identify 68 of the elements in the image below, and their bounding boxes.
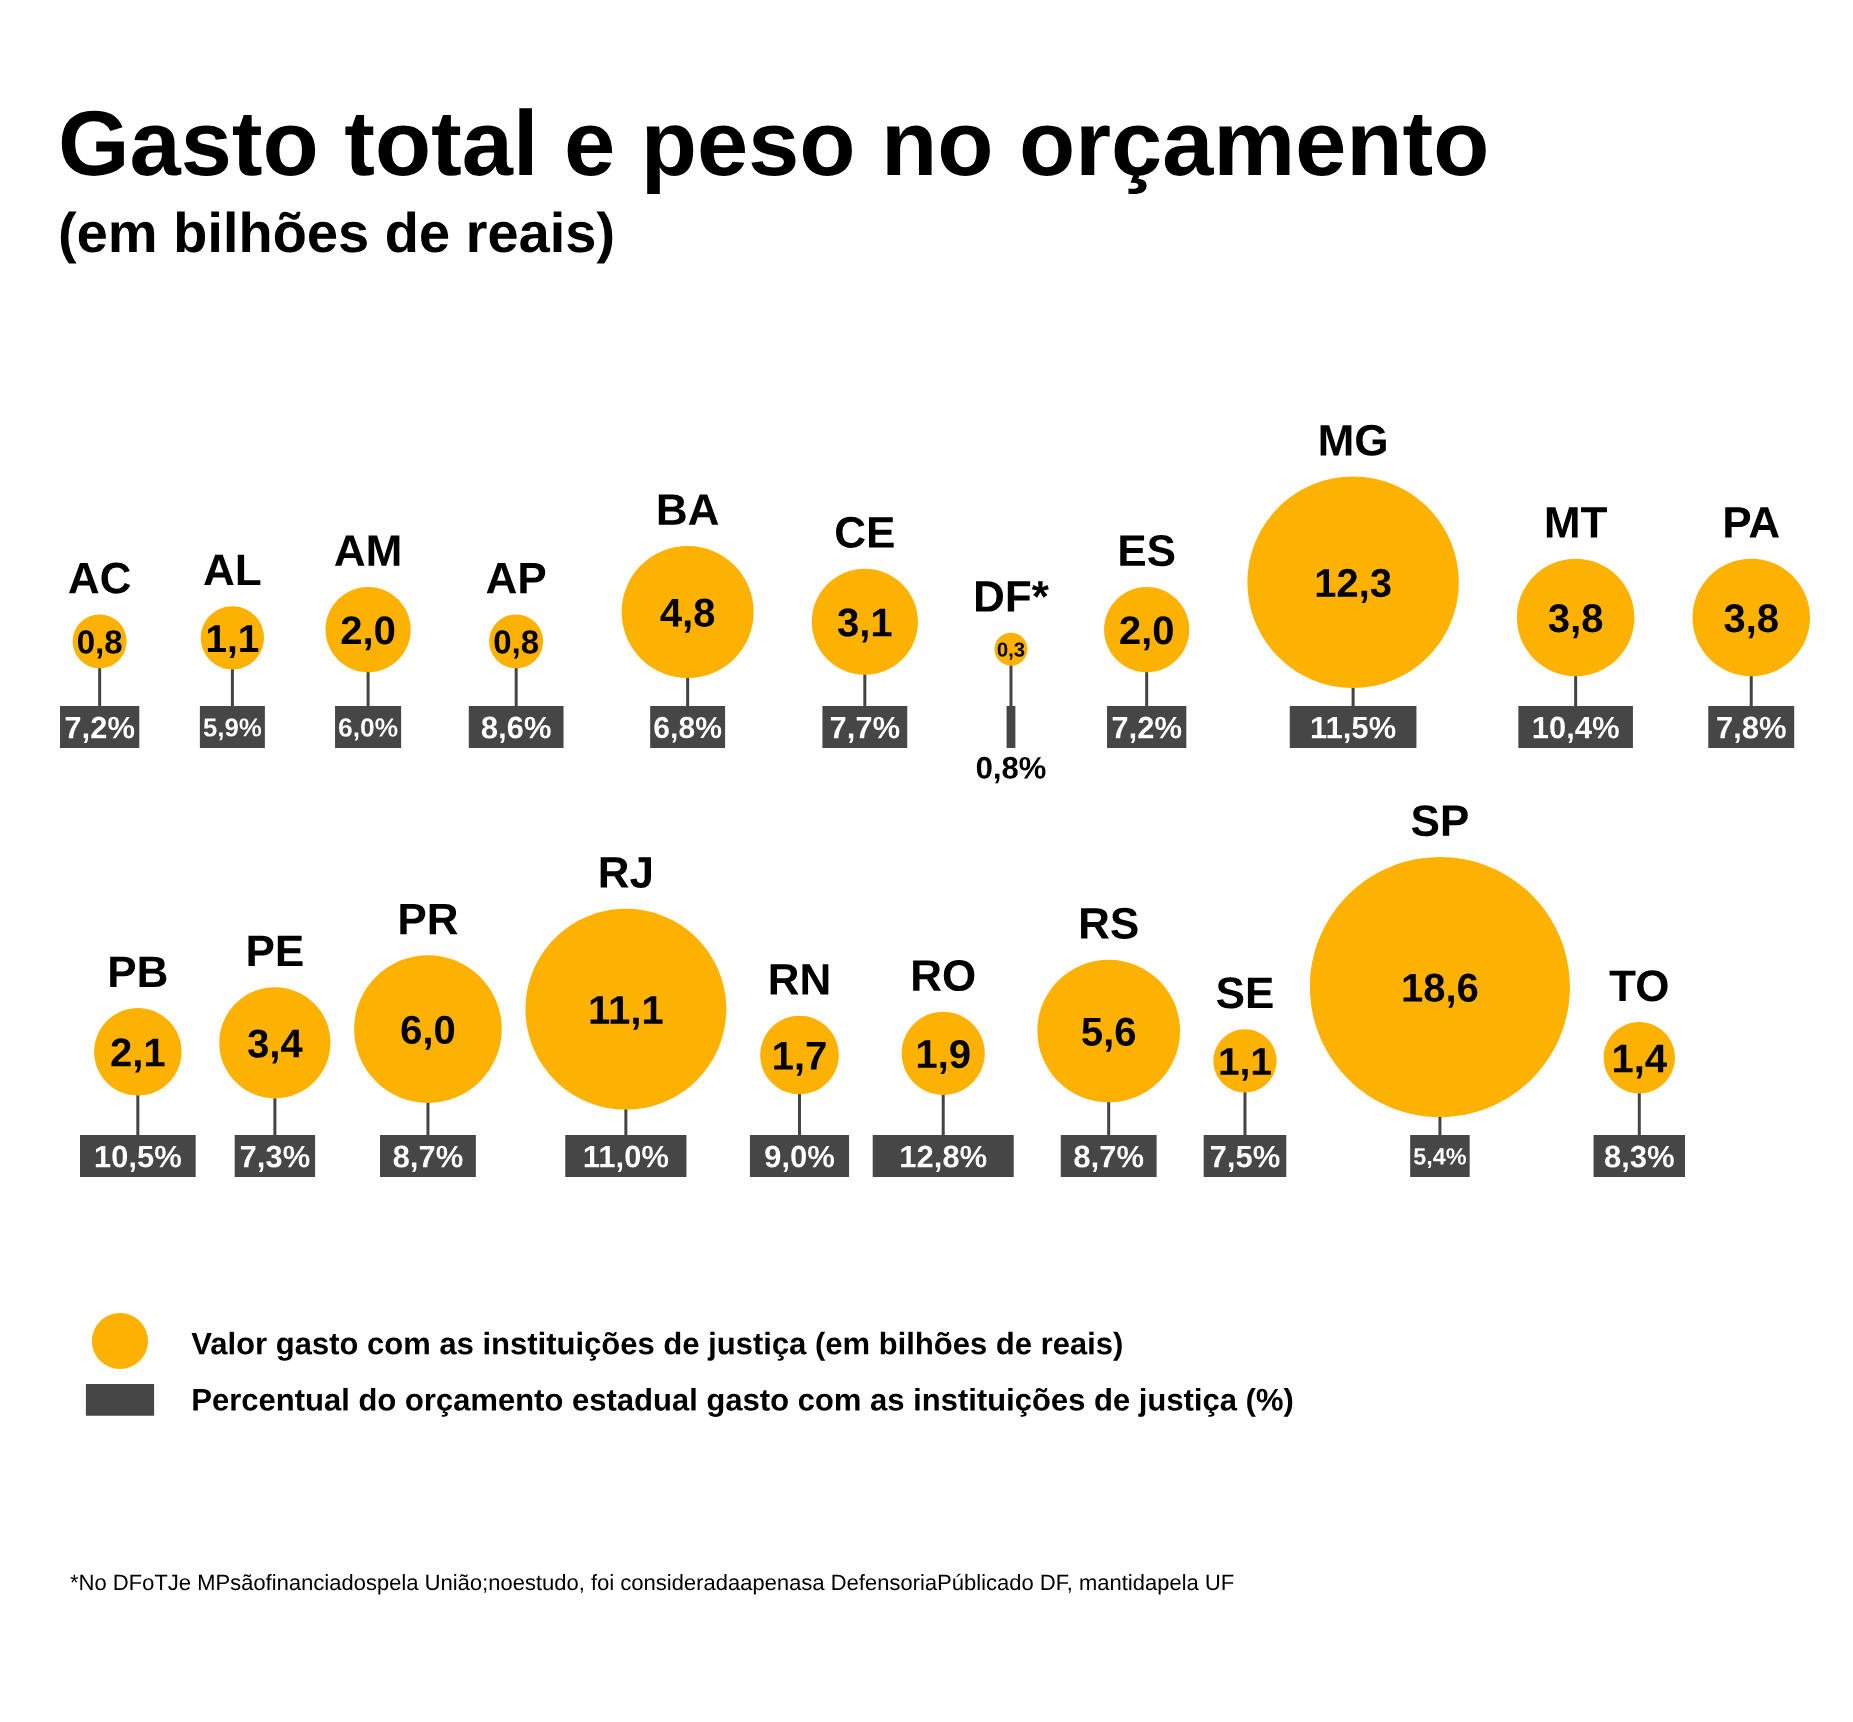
data-label: 18,6 [1403, 973, 1478, 1008]
data-label: 0,8 [494, 630, 539, 659]
data-label: 7,7% [830, 716, 900, 744]
data-label: 7,3% [240, 1145, 310, 1173]
data-label: 1,9 [917, 1039, 970, 1075]
data-label: 7,2% [65, 716, 135, 744]
data-label: 3,8 [1548, 604, 1603, 639]
data-label: 1,1 [207, 625, 259, 658]
data-label: 9,0% [765, 1145, 835, 1173]
category-label: PR [400, 903, 458, 935]
data-label: 5,4% [1413, 1148, 1467, 1169]
legend-label: Valor gasto com as instituições de justiça (em bilhões de reais) [191, 1331, 1122, 1361]
data-label: 10,5% [95, 1145, 181, 1173]
data-label: 1,1 [1220, 1048, 1271, 1081]
data-label: 6,0 [401, 1015, 455, 1050]
data-label: 3,8 [1724, 604, 1778, 639]
data-label: 2,0 [1120, 616, 1173, 651]
category-label: PB [110, 956, 167, 987]
data-label: 5,9% [203, 718, 262, 741]
data-label: 11,0% [584, 1145, 669, 1173]
category-label: CE [836, 516, 894, 548]
data-label: 4,8 [660, 598, 715, 633]
data-label: 12,8% [901, 1145, 987, 1173]
category-label: RS [1081, 907, 1138, 939]
category-label: AL [204, 554, 261, 586]
category-label: ES [1120, 535, 1175, 567]
category-label: PE [248, 935, 303, 967]
data-label: 3,4 [248, 1029, 303, 1064]
category-label: MG [1320, 424, 1386, 456]
data-label: 7,8% [1717, 716, 1786, 744]
category-label: DF* [976, 581, 1049, 612]
data-label: 7,5% [1210, 1145, 1280, 1173]
category-label: SP [1411, 805, 1468, 837]
data-label: 0,8% [976, 756, 1046, 784]
category-label: TO [1609, 970, 1668, 1002]
category-label: SE [1216, 977, 1273, 1009]
data-label: 5,6 [1082, 1017, 1136, 1052]
data-label: 3,1 [837, 608, 892, 643]
data-label: 1,4 [1614, 1044, 1667, 1079]
data-label: 10,4% [1533, 716, 1619, 744]
category-label: MT [1546, 507, 1607, 538]
data-label: 2,0 [341, 616, 395, 651]
category-label: PA [1725, 507, 1780, 538]
category-label: AC [68, 562, 131, 594]
data-label: 11,1 [590, 996, 663, 1030]
category-label: AM [334, 535, 400, 566]
category-label: RJ [600, 857, 651, 889]
legend-label: Percentual do orçamento estadual gasto com as instituições de justiça (%) [193, 1387, 1293, 1417]
category-label: BA [658, 494, 719, 525]
data-label: 2,1 [111, 1038, 165, 1073]
data-label: 11,5% [1311, 716, 1396, 744]
text: Gasto total e peso no orçamento [61, 108, 1486, 195]
data-label: 1,7 [774, 1042, 826, 1076]
data-label: 6,8% [654, 716, 722, 743]
text: (em bilhões de reais) [60, 211, 613, 264]
data-label: 8,6% [481, 716, 551, 744]
text: *No DFoTJe MPsãofinanciadospela União;noestudo, foi consideradaapenasa DefensoriaPúblicado DF, mantidapela UF [70, 1573, 1234, 1595]
data-label: 7,2% [1112, 716, 1182, 744]
data-label: 8,3% [1604, 1145, 1674, 1173]
data-label: 8,7% [1074, 1145, 1144, 1173]
category-label: AP [486, 562, 546, 594]
data-label: 0,8 [78, 630, 122, 659]
category-label: RO [913, 959, 975, 992]
data-label: 0,3 [997, 642, 1025, 660]
category-label: RN [770, 964, 829, 995]
data-label: 6,0% [339, 718, 398, 741]
data-label: 12,3 [1316, 568, 1391, 603]
data-label: 8,7% [393, 1145, 463, 1173]
